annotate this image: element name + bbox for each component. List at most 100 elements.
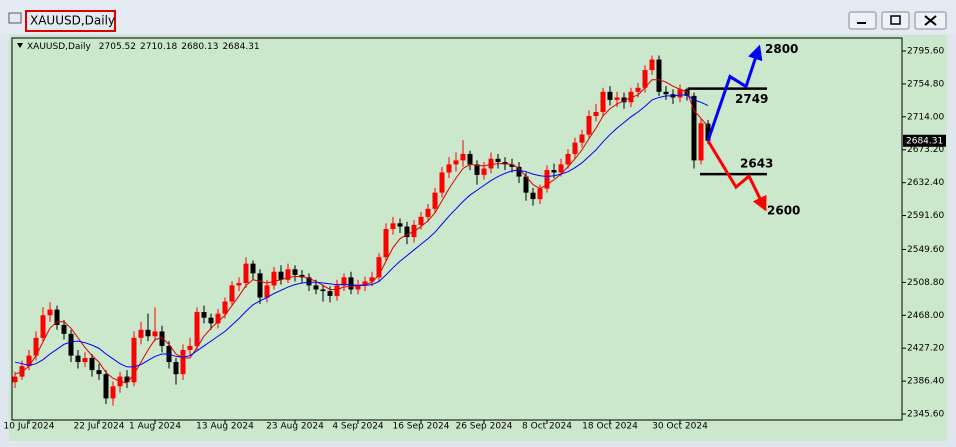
candle-body	[187, 345, 193, 350]
minimize-button[interactable]	[848, 11, 877, 30]
candle-body	[75, 355, 81, 363]
candle-body	[432, 192, 438, 209]
candle-body	[54, 309, 60, 325]
candle-body	[439, 172, 445, 193]
level-label: 2749	[735, 92, 768, 106]
y-tick-label: 2468.00	[907, 311, 944, 321]
candle-body	[194, 312, 200, 346]
candle-body	[621, 97, 627, 103]
x-tick-label: 16 Sep 2024	[392, 422, 449, 432]
header-low: 2680.13	[181, 42, 218, 52]
candle-body	[593, 111, 599, 117]
candle-body	[705, 123, 711, 141]
candle-body	[467, 153, 473, 165]
candle-body	[355, 285, 361, 290]
candle-body	[313, 285, 319, 290]
y-tick-label: 2508.80	[907, 278, 944, 288]
x-tick-label: 4 Sep 2024	[332, 422, 384, 432]
restore-button[interactable]	[881, 11, 910, 30]
candle-body	[215, 313, 221, 324]
candle-body	[376, 257, 382, 278]
y-tick-label: 2714.00	[907, 112, 944, 122]
candle-body	[201, 312, 207, 318]
candle-body	[488, 158, 494, 169]
candle-body	[145, 329, 151, 337]
moving-average	[14, 94, 709, 368]
y-tick-label: 2673.20	[907, 145, 944, 155]
candle-body	[544, 170, 550, 189]
candle-body	[320, 289, 326, 292]
candle-body	[600, 91, 606, 112]
candle-body	[278, 271, 284, 280]
candle-body	[68, 333, 74, 356]
window-buttons[interactable]	[848, 11, 947, 30]
candle-body	[285, 269, 291, 280]
candle-body	[565, 153, 571, 165]
chart-area	[9, 35, 947, 441]
up-target-arrow	[706, 44, 763, 142]
candle-body	[404, 226, 410, 238]
candle-body	[61, 324, 67, 334]
down-target-arrow	[706, 139, 767, 212]
candle-body	[40, 315, 46, 338]
header-close: 2684.31	[222, 42, 259, 52]
y-tick-label: 2386.40	[907, 377, 944, 387]
candle-body	[383, 228, 389, 258]
x-tick-label: 18 Oct 2024	[582, 422, 638, 432]
level-label: 2643	[740, 157, 773, 171]
candle-body	[663, 91, 669, 95]
header-high: 2710.18	[140, 42, 177, 52]
candle-body	[481, 168, 487, 175]
symbol: XAUUSD,Daily	[27, 42, 91, 52]
window-title: XAUUSD,Daily	[30, 14, 115, 28]
candle-body	[551, 170, 557, 173]
window-icon	[8, 12, 22, 24]
candle-body	[264, 285, 270, 298]
candle-body	[341, 277, 347, 286]
candle-body	[47, 309, 53, 316]
candle-body	[362, 281, 368, 286]
candle-body	[474, 164, 480, 175]
candle-body	[89, 358, 95, 371]
candle-body	[271, 271, 277, 286]
candle-body	[523, 176, 529, 193]
title-bar	[0, 0, 956, 34]
candle-body	[124, 376, 130, 383]
candle-body	[656, 59, 662, 92]
candle-body	[348, 277, 354, 290]
candle-body	[257, 273, 263, 298]
candle-body	[530, 192, 536, 200]
y-tick-label: 2754.80	[907, 79, 944, 89]
y-tick-label: 2795.60	[907, 46, 944, 56]
plot-frame	[11, 37, 903, 421]
candle-body	[12, 376, 18, 383]
header-arrow	[17, 43, 23, 48]
candle-body	[418, 216, 424, 225]
candle-body	[152, 331, 158, 337]
header-open: 2705.52	[99, 42, 136, 52]
candle-body	[173, 362, 179, 375]
candle-body	[236, 283, 242, 286]
title-highlight	[25, 10, 116, 32]
candle-body	[180, 349, 186, 375]
x-tick-label: 30 Oct 2024	[652, 422, 708, 432]
y-tick-label: 2345.60	[907, 410, 944, 420]
candle-body	[537, 188, 543, 200]
y-tick-label: 2632.40	[907, 178, 944, 188]
candle-body	[460, 153, 466, 161]
candle-body	[642, 70, 648, 88]
candle-body	[516, 166, 522, 177]
candle-body	[558, 164, 564, 173]
candle-body	[698, 123, 704, 161]
x-tick-label: 23 Aug 2024	[266, 422, 324, 432]
candle-body	[292, 269, 298, 275]
candle-body	[138, 329, 144, 338]
candle-body	[390, 223, 396, 229]
candle-body	[691, 95, 697, 161]
candle-body	[425, 208, 431, 217]
y-tick-label: 2549.60	[907, 245, 944, 255]
level-label: 2600	[767, 203, 800, 217]
candle-body	[369, 277, 375, 282]
price-marker	[903, 134, 946, 147]
candle-body	[495, 158, 501, 162]
